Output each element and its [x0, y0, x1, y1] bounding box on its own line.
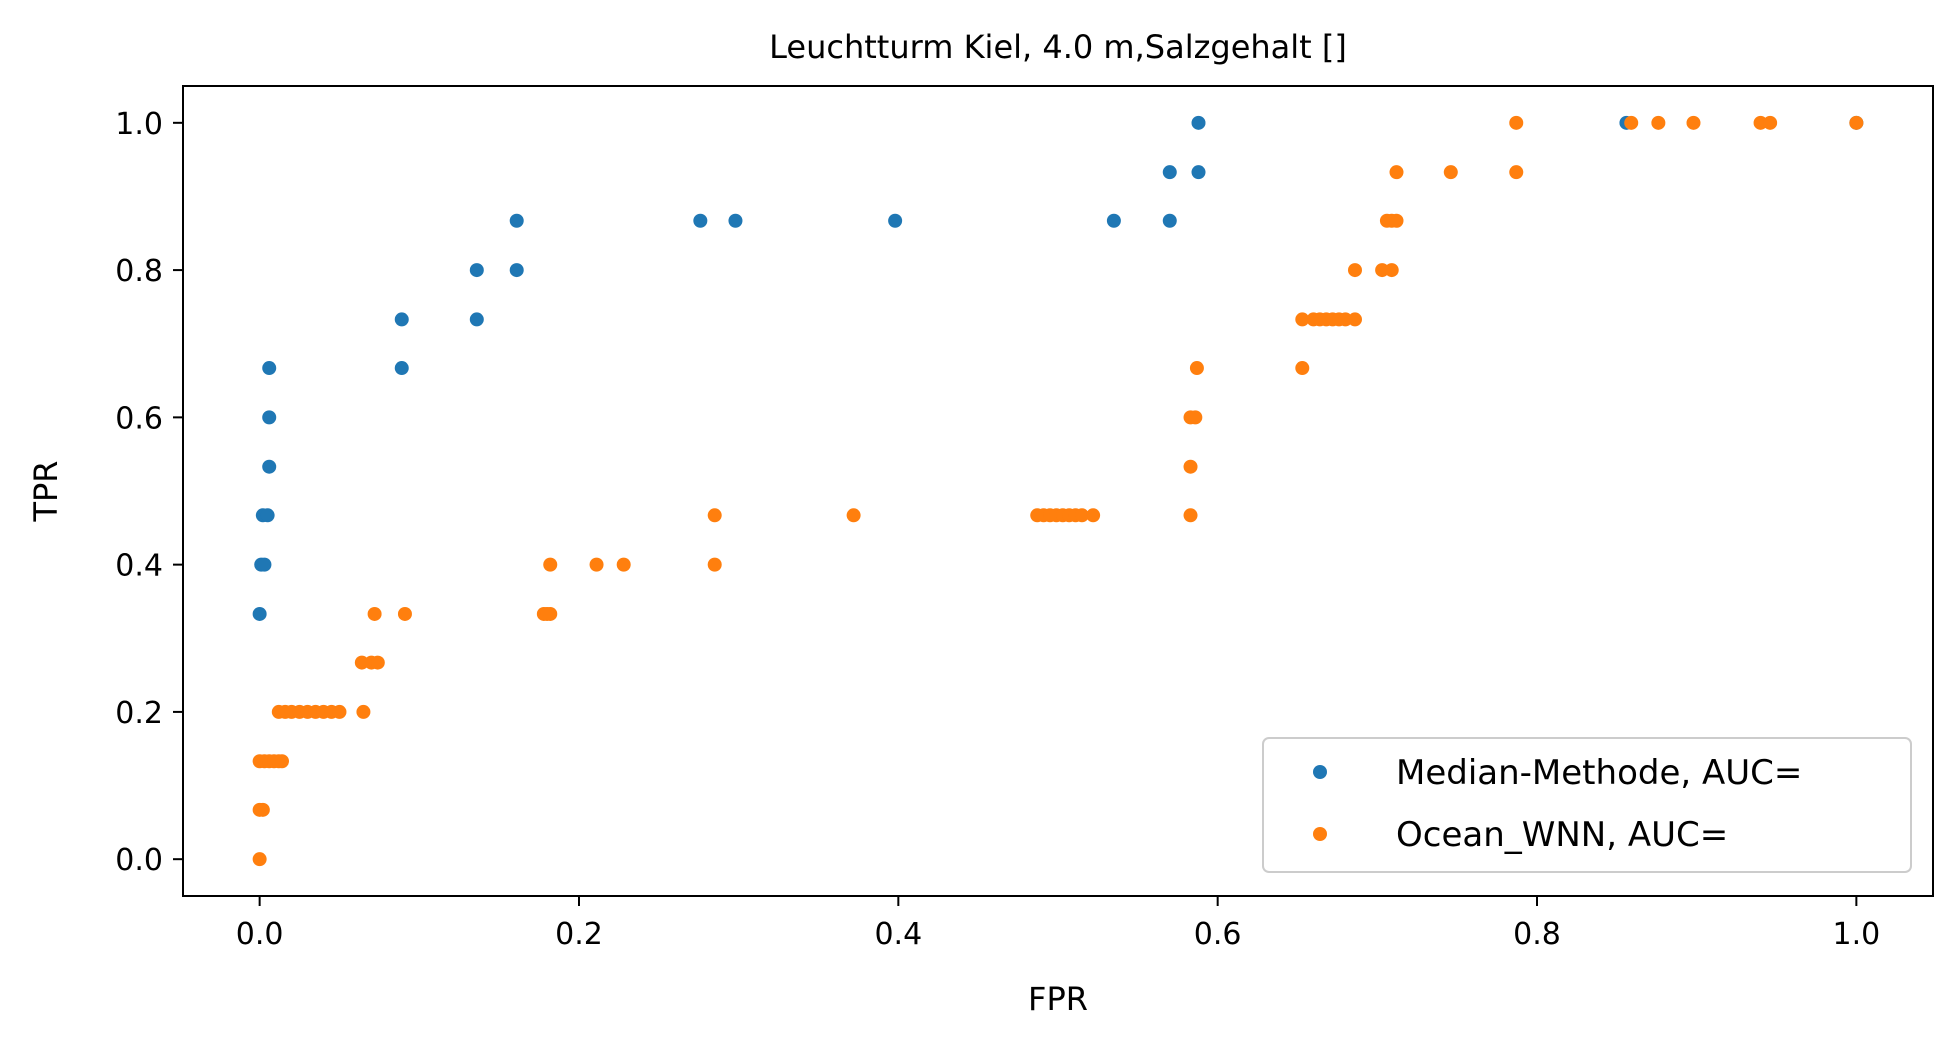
point-ocean-wnn-23	[397, 606, 412, 621]
x-tick-label: 0.8	[1513, 917, 1561, 952]
y-tick-label: 0.0	[115, 843, 163, 878]
point-ocean-wnn-68	[1686, 115, 1701, 130]
point-ocean-wnn-29	[616, 557, 631, 572]
point-ocean-wnn-67	[1651, 115, 1666, 130]
point-ocean-wnn-45	[1188, 410, 1203, 425]
point-ocean-wnn-64	[1509, 165, 1524, 180]
point-ocean-wnn-69	[1753, 115, 1768, 130]
point-ocean-wnn-56	[1347, 263, 1362, 278]
y-tick-label: 0.4	[115, 549, 163, 584]
point-median-methode-5	[262, 459, 277, 474]
x-tick-label: 0.0	[236, 917, 284, 952]
point-median-methode-2	[257, 557, 272, 572]
y-tick-label: 0.6	[115, 401, 163, 436]
point-ocean-wnn-63	[1443, 165, 1458, 180]
plot-frame	[182, 85, 1934, 897]
x-tick-label: 0.4	[874, 917, 922, 952]
legend-marker-median-methode	[1313, 765, 1327, 779]
x-tick-label: 1.0	[1832, 917, 1880, 952]
point-ocean-wnn-28	[589, 557, 604, 572]
point-ocean-wnn-66	[1624, 115, 1639, 130]
point-median-methode-17	[1106, 213, 1121, 228]
point-ocean-wnn-8	[274, 754, 289, 769]
legend-marker-ocean-wnn	[1313, 827, 1327, 841]
point-ocean-wnn-19	[354, 655, 369, 670]
point-ocean-wnn-22	[367, 606, 382, 621]
y-tick-label: 0.2	[115, 696, 163, 731]
chart-title: Leuchtturm Kiel, 4.0 m,Salzgehalt []	[769, 28, 1347, 66]
point-ocean-wnn-41	[1086, 508, 1101, 523]
legend-box	[1262, 737, 1912, 873]
point-ocean-wnn-70	[1763, 115, 1778, 130]
legend-label-median-methode: Median-Methode, AUC=	[1396, 753, 1802, 793]
point-ocean-wnn-48	[1295, 312, 1310, 327]
y-tick-label: 1.0	[115, 107, 163, 142]
point-median-methode-18	[1162, 213, 1177, 228]
point-ocean-wnn-71	[1849, 115, 1864, 130]
point-ocean-wnn-65	[1509, 115, 1524, 130]
point-median-methode-15	[728, 213, 743, 228]
point-ocean-wnn-55	[1347, 312, 1362, 327]
point-ocean-wnn-18	[356, 704, 371, 719]
point-median-methode-0	[252, 606, 267, 621]
point-ocean-wnn-54	[1338, 312, 1353, 327]
point-ocean-wnn-43	[1183, 459, 1198, 474]
point-median-methode-20	[1191, 165, 1206, 180]
point-ocean-wnn-21	[370, 655, 385, 670]
point-median-methode-10	[469, 312, 484, 327]
point-median-methode-8	[394, 361, 409, 376]
axes: 0.0 0.2 0.4 0.6 0.8 1.0 0.0 0.2 0.4 0.6 0.8 1.0	[115, 107, 1880, 952]
point-ocean-wnn-58	[1384, 263, 1399, 278]
point-ocean-wnn-47	[1295, 361, 1310, 376]
point-ocean-wnn-40	[1074, 508, 1089, 523]
point-median-methode-6	[262, 410, 277, 425]
point-median-methode-9	[394, 312, 409, 327]
point-ocean-wnn-0	[252, 852, 267, 867]
x-axis-label: FPR	[1028, 980, 1088, 1018]
legend: Median-Methode, AUC= Ocean_WNN, AUC=	[1262, 737, 1912, 873]
point-median-methode-4	[260, 508, 275, 523]
point-median-methode-14	[693, 213, 708, 228]
point-median-methode-19	[1162, 165, 1177, 180]
point-ocean-wnn-57	[1375, 263, 1390, 278]
point-median-methode-12	[509, 263, 524, 278]
point-median-methode-16	[888, 213, 903, 228]
point-ocean-wnn-32	[846, 508, 861, 523]
legend-label-ocean-wnn: Ocean_WNN, AUC=	[1396, 815, 1728, 855]
point-ocean-wnn-30	[707, 557, 722, 572]
data-points	[252, 115, 1864, 867]
point-ocean-wnn-62	[1389, 165, 1404, 180]
y-axis-label: TPR	[27, 460, 65, 522]
point-ocean-wnn-27	[543, 557, 558, 572]
point-median-methode-21	[1191, 115, 1206, 130]
point-ocean-wnn-17	[332, 704, 347, 719]
x-tick-label: 0.2	[555, 917, 603, 952]
point-ocean-wnn-61	[1389, 213, 1404, 228]
point-ocean-wnn-26	[543, 606, 558, 621]
point-median-methode-13	[509, 213, 524, 228]
point-ocean-wnn-2	[255, 802, 270, 817]
point-ocean-wnn-42	[1183, 508, 1198, 523]
point-median-methode-11	[469, 263, 484, 278]
point-ocean-wnn-31	[707, 508, 722, 523]
point-ocean-wnn-46	[1189, 361, 1204, 376]
point-median-methode-7	[262, 361, 277, 376]
y-tick-label: 0.8	[115, 254, 163, 289]
x-tick-label: 0.6	[1194, 917, 1242, 952]
